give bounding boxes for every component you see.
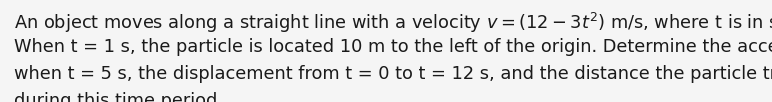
Text: when t = 5 s, the displacement from t = 0 to t = 12 s, and the distance the part: when t = 5 s, the displacement from t = … (14, 65, 772, 83)
Text: An object moves along a straight line with a velocity $v = (12 - 3t^2)$ m/s, whe: An object moves along a straight line wi… (14, 11, 772, 35)
Text: during this time period.: during this time period. (14, 92, 223, 102)
Text: When t = 1 s, the particle is located 10 m to the left of the origin. Determine : When t = 1 s, the particle is located 10… (14, 38, 772, 56)
